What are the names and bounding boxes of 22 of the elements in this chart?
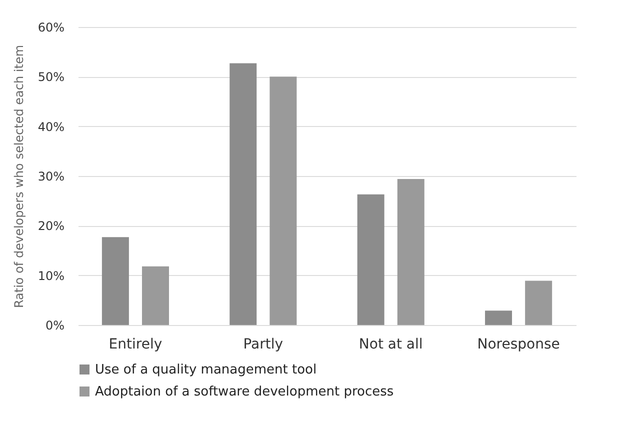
bar — [230, 63, 257, 325]
y-tick-label: 30% — [38, 170, 64, 184]
bar — [102, 237, 129, 325]
x-tick-label: Entirely — [108, 336, 162, 352]
legend-label: Adoptaion of a software development process — [95, 384, 394, 400]
bar — [270, 76, 297, 325]
bar — [525, 280, 552, 325]
x-tick-label: Not at all — [358, 336, 423, 352]
bar — [485, 310, 512, 325]
legend-label: Use of a quality management tool — [95, 362, 317, 378]
y-tick-label: 0% — [45, 318, 64, 332]
x-tick-label: Noresponse — [477, 336, 560, 352]
y-tick-label: 20% — [38, 219, 64, 234]
y-tick-label: 40% — [38, 120, 64, 134]
y-tick-label: 60% — [38, 20, 64, 34]
bar — [357, 194, 384, 325]
y-axis-title: Ratio of developers who selected each item — [12, 44, 26, 308]
y-tick-label: 10% — [38, 268, 64, 283]
y-tick-label: 50% — [38, 70, 64, 84]
bar — [142, 266, 169, 325]
bar — [397, 178, 424, 325]
x-tick-label: Partly — [243, 336, 284, 352]
